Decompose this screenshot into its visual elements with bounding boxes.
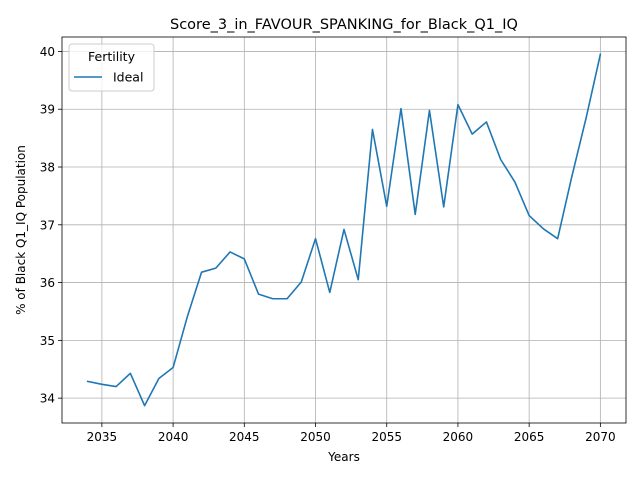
plot-frame xyxy=(61,36,627,424)
x-tick-label: 2070 xyxy=(585,430,616,444)
y-tick-label: 37 xyxy=(40,218,55,232)
series-layer xyxy=(86,53,602,407)
x-tick-label: 2055 xyxy=(371,430,402,444)
chart-title: Score_3_in_FAVOUR_SPANKING_for_Black_Q1_… xyxy=(170,17,518,33)
legend-label-ideal: Ideal xyxy=(113,70,143,85)
x-tick-label: 2050 xyxy=(300,430,331,444)
y-tick-label: 39 xyxy=(40,103,55,117)
grid xyxy=(62,37,626,423)
y-tick-label: 40 xyxy=(40,45,55,59)
legend: Fertility Ideal xyxy=(68,43,155,92)
x-tick-label: 2060 xyxy=(443,430,474,444)
x-tick-label: 2040 xyxy=(158,430,189,444)
x-tick-label: 2035 xyxy=(87,430,118,444)
y-tick-label: 38 xyxy=(40,161,55,175)
legend-title: Fertility xyxy=(88,49,136,64)
x-tick-label: 2045 xyxy=(229,430,260,444)
y-axis-label: % of Black Q1_IQ Population xyxy=(14,145,28,315)
y-tick-label: 34 xyxy=(40,392,55,406)
legend-box xyxy=(68,43,155,92)
series-line-ideal xyxy=(86,53,602,407)
tick-layer: 2035 2040 2045 2050 2055 2060 2065 2070 34 35 36 37… xyxy=(40,45,616,444)
x-axis-label: Years xyxy=(327,450,360,464)
x-tick-label: 2065 xyxy=(514,430,545,444)
y-tick-label: 36 xyxy=(40,276,55,290)
y-tick-label: 35 xyxy=(40,334,55,348)
